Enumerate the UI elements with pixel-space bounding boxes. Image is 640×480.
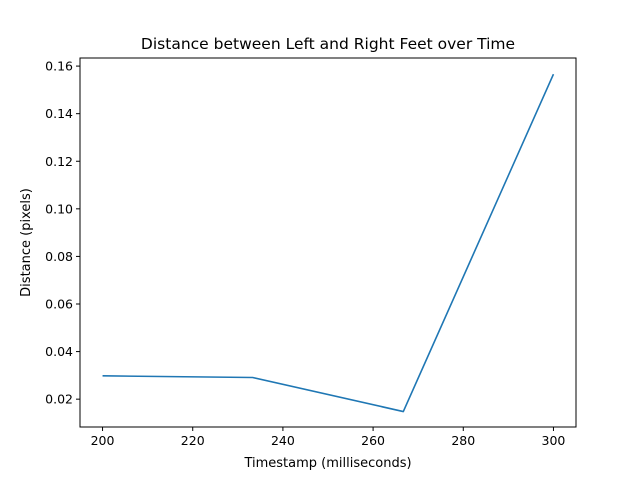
plot-area <box>102 73 555 413</box>
y-tick-label: 0.14 <box>45 106 73 121</box>
y-axis: 0.02 0.04 0.06 0.08 0.10 0.12 0.14 0.16 <box>45 59 80 407</box>
chart-title: Distance between Left and Right Feet ove… <box>141 35 515 53</box>
y-tick-label: 0.16 <box>45 59 73 74</box>
y-tick-label: 0.04 <box>45 344 73 359</box>
x-axis-label: Timestamp (milliseconds) <box>243 456 411 471</box>
x-tick-label: 260 <box>361 433 385 448</box>
y-tick-label: 0.12 <box>45 154 73 169</box>
y-tick-label: 0.10 <box>45 201 73 216</box>
x-tick-label: 240 <box>271 433 295 448</box>
x-axis: 200 220 240 260 280 300 <box>91 427 566 448</box>
x-tick-label: 280 <box>451 433 475 448</box>
y-tick-label: 0.08 <box>45 249 73 264</box>
y-axis-label: Distance (pixels) <box>19 188 34 297</box>
series-line-0 <box>102 73 555 413</box>
x-tick-label: 300 <box>542 433 566 448</box>
x-tick-label: 200 <box>91 433 115 448</box>
x-tick-label: 220 <box>181 433 205 448</box>
plot-frame <box>79 57 577 428</box>
y-tick-label: 0.02 <box>45 392 73 407</box>
y-tick-label: 0.06 <box>45 297 73 312</box>
